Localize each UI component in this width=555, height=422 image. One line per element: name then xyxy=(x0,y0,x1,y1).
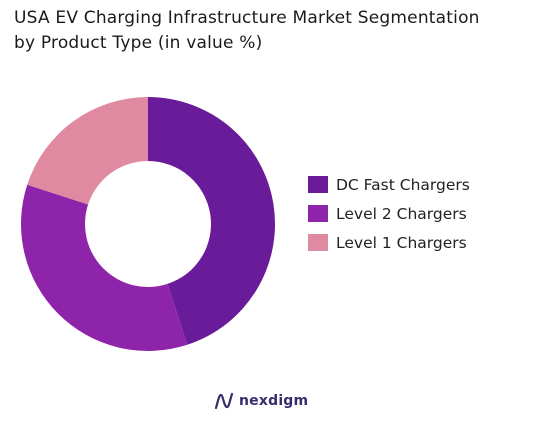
chart-title-line-1: USA EV Charging Infrastructure Market Se… xyxy=(14,8,480,28)
legend-label-dc-fast-chargers: DC Fast Chargers xyxy=(336,175,470,194)
legend-label-level-2-chargers: Level 2 Chargers xyxy=(336,204,467,223)
nexdigm-logo-icon xyxy=(214,392,234,410)
legend-swatch-level-2-chargers xyxy=(308,205,328,222)
legend-swatch-dc-fast-chargers xyxy=(308,176,328,193)
legend-item-level-2-chargers: Level 2 Chargers xyxy=(308,199,470,228)
brand-logo: nexdigm xyxy=(214,391,308,411)
legend-swatch-level-1-chargers xyxy=(308,234,328,251)
legend-item-level-1-chargers: Level 1 Chargers xyxy=(308,228,470,257)
donut-slice-level-2-chargers xyxy=(20,184,188,352)
donut-slice-dc-fast-chargers xyxy=(148,97,275,345)
donut-slice-level-1-chargers xyxy=(27,97,149,205)
chart-title-line-2: by Product Type (in value %) xyxy=(14,33,263,53)
chart-title: USA EV Charging Infrastructure Market Se… xyxy=(14,6,549,56)
legend-label-level-1-chargers: Level 1 Chargers xyxy=(336,233,467,252)
brand-name: nexdigm xyxy=(239,393,309,409)
chart-legend: DC Fast Chargers Level 2 Chargers Level … xyxy=(308,170,470,257)
legend-item-dc-fast-chargers: DC Fast Chargers xyxy=(308,170,470,199)
